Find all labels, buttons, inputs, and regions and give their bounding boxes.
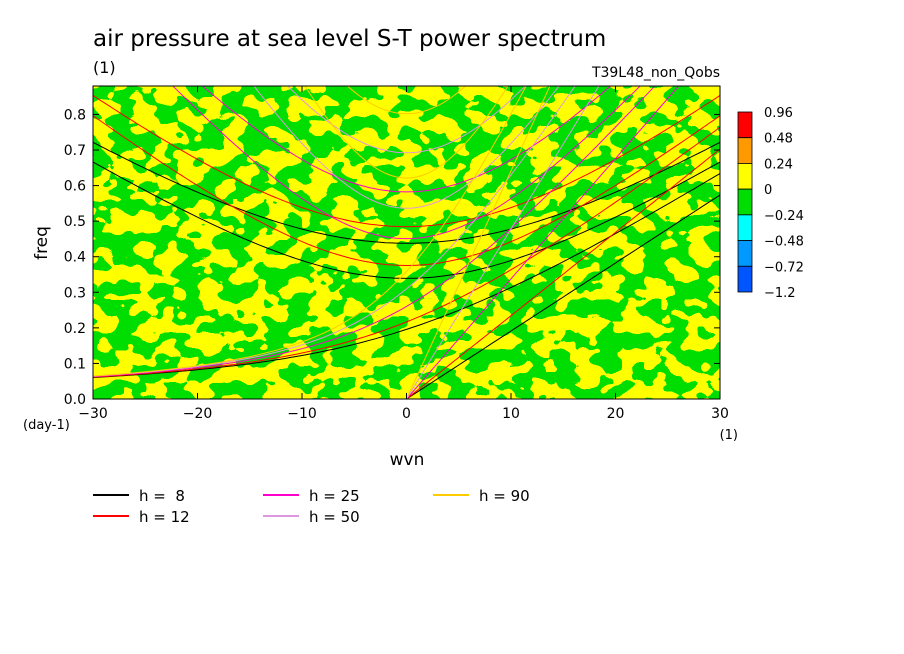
dispersion-curve	[406, 86, 600, 399]
colorbar-swatch	[737, 240, 753, 267]
chart-title: air pressure at sea level S-T power spec…	[93, 26, 606, 52]
dispersion-curve	[93, 173, 720, 378]
colorbar-label: −0.24	[764, 209, 804, 224]
x-tick-label: 30	[711, 406, 729, 422]
dispersion-curve	[406, 194, 720, 399]
dispersion-curve	[406, 86, 680, 399]
colorbar-swatch	[737, 265, 753, 293]
colorbar-label: 0.96	[764, 106, 793, 121]
dispersion-curve	[286, 86, 527, 154]
x-tick-label: −20	[183, 406, 213, 422]
x-tick-label: −30	[78, 406, 108, 422]
y-tick-label: 0.3	[64, 285, 86, 301]
y-axis-title: freq	[32, 226, 52, 260]
dispersion-curve	[172, 86, 641, 240]
y-tick-label: 0.5	[64, 214, 86, 230]
colorbar-label: −0.48	[764, 235, 804, 250]
y-tick-label: 0.0	[64, 392, 86, 408]
x-tick-label: 10	[502, 406, 520, 422]
dispersion-curve	[406, 148, 720, 399]
dispersion-curve	[93, 86, 576, 377]
colorbar-label: 0.48	[764, 132, 793, 147]
x-unit-label: (1)	[720, 428, 738, 443]
x-tick-label: −10	[287, 406, 317, 422]
y-tick-label: 0.8	[64, 107, 86, 123]
plot-area	[93, 86, 720, 399]
colorbar-swatch	[737, 111, 753, 139]
colorbar-swatch	[737, 214, 753, 241]
dispersion-curve	[346, 86, 467, 115]
colorbar-swatch	[737, 188, 753, 216]
colorbar-label: 0	[764, 183, 772, 198]
y-unit-label: (day-1)	[23, 418, 70, 433]
dispersion-curve	[93, 126, 720, 378]
colorbar-label: 0.24	[764, 157, 793, 172]
y-tick-label: 0.4	[64, 250, 86, 266]
legend-label: h = 12	[139, 508, 190, 526]
legend-label: h = 8	[139, 487, 185, 505]
colorbar-label: −1.2	[764, 286, 796, 301]
dispersion-curve	[93, 161, 720, 279]
colorbar-swatch	[737, 163, 753, 190]
dispersion-curve	[93, 141, 720, 244]
x-axis: −30 −20 −10 0 10 20 30	[78, 86, 729, 422]
legend-label: h = 25	[309, 487, 360, 505]
dispersion-curve	[93, 115, 720, 267]
y-tick-label: 0.2	[64, 321, 86, 337]
y-tick-label: 0.7	[64, 143, 86, 159]
y-axis: 0.0 0.1 0.2 0.3 0.4 0.5 0.6 0.7 0.8	[64, 107, 720, 408]
dispersion-curve	[201, 86, 612, 193]
y-tick-label: 0.1	[64, 356, 86, 372]
legend-label: h = 90	[479, 487, 530, 505]
field-positive-peaks	[93, 86, 720, 399]
dispersion-curve	[253, 86, 560, 209]
legend: h = 8 h = 12 h = 25 h = 50 h = 90	[93, 487, 530, 526]
colorbar: 0.96 0.48 0.24 0 −0.24 −0.48 −0.72 −1.2	[737, 106, 804, 301]
colorbar-label: −0.72	[764, 260, 804, 275]
dispersion-curve	[406, 86, 551, 399]
legend-label: h = 50	[309, 508, 360, 526]
x-tick-label: 0	[402, 406, 411, 422]
dispersion-curve	[304, 86, 509, 179]
x-axis-title: wvn	[390, 450, 425, 470]
chart-subtitle: (1)	[93, 58, 116, 77]
run-label: T39L48_non_Qobs	[591, 65, 720, 81]
x-tick-label: 20	[607, 406, 625, 422]
colorbar-swatch	[737, 137, 753, 164]
y-tick-label: 0.6	[64, 179, 86, 195]
dispersion-curves	[93, 86, 720, 399]
dispersion-curve	[93, 86, 656, 378]
dispersion-curve	[93, 86, 527, 377]
